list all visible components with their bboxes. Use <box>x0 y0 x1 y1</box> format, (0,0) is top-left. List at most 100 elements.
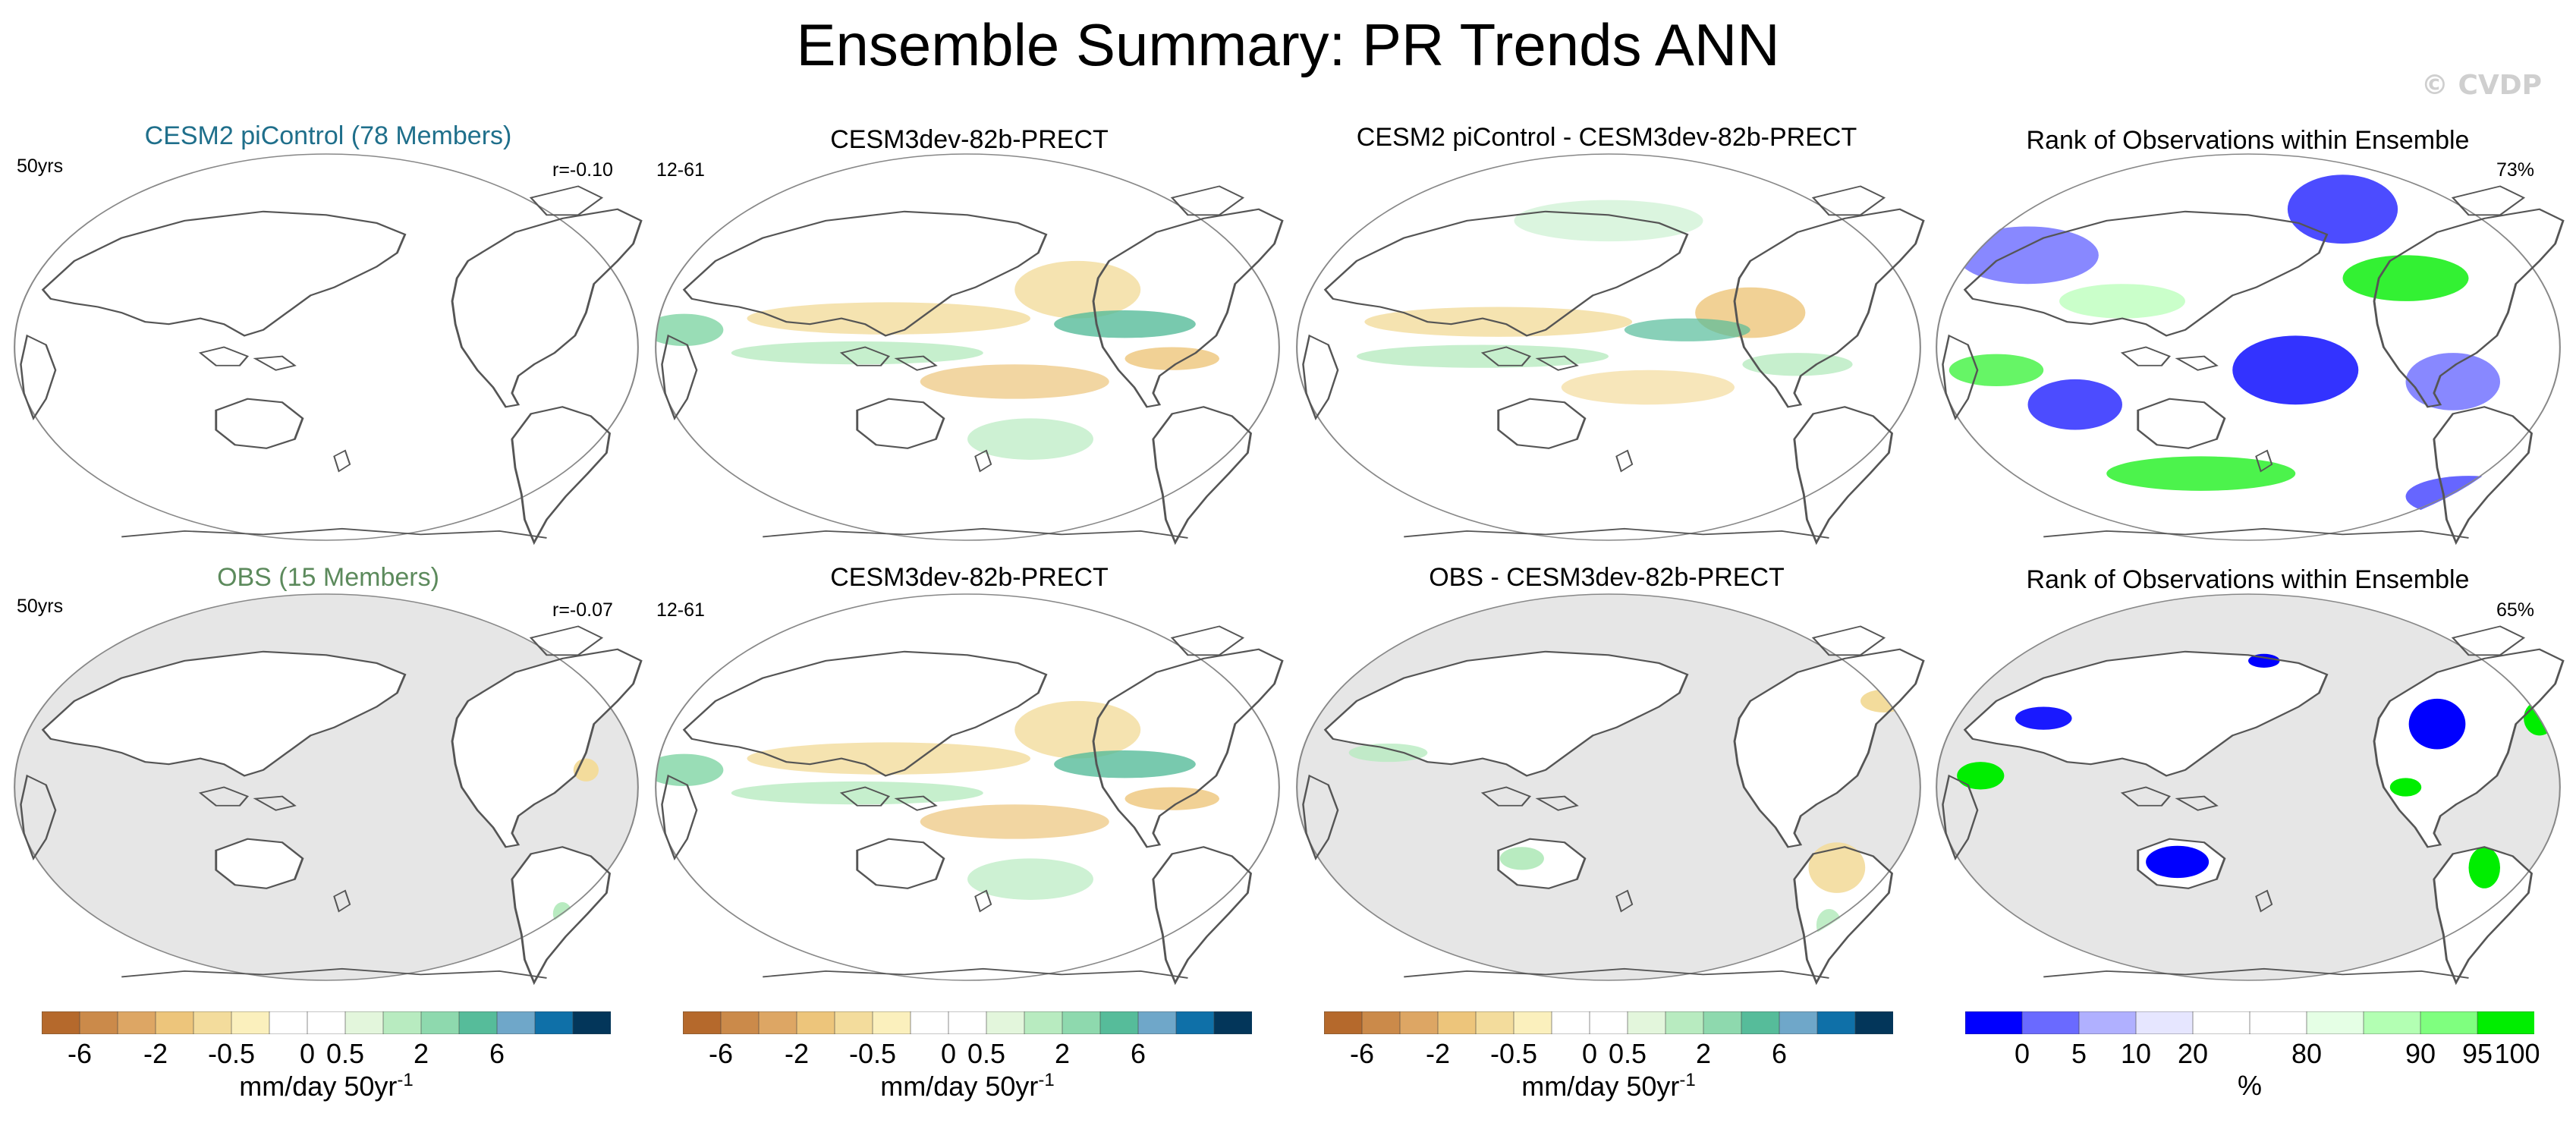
trend-swatch-9 <box>1024 1011 1063 1035</box>
colorbar-trend-3-swatches <box>1323 1011 1894 1035</box>
trend-swatch-2 <box>1399 1011 1439 1035</box>
map-panel-2 <box>655 153 1284 544</box>
trend-swatch-7 <box>1589 1011 1628 1035</box>
trend-swatch-13 <box>1816 1011 1856 1035</box>
trend-swatch-7 <box>307 1011 346 1035</box>
trend-swatch-4 <box>193 1011 232 1035</box>
rank-swatch-5 <box>2249 1011 2307 1035</box>
trend-tick-label: -6 <box>67 1038 93 1069</box>
colorbar-trend-1 <box>41 1011 612 1035</box>
panel-title-3: CESM2 piControl - CESM3dev-82b-PRECT <box>1356 123 1857 152</box>
cvdp-credit: © CVDP <box>2420 70 2542 101</box>
trend-swatch-1 <box>1361 1011 1401 1035</box>
trend-swatch-11 <box>1099 1011 1139 1035</box>
trend-tick-label: -6 <box>1349 1038 1375 1069</box>
panel-left-label-6: 12-61 <box>656 599 705 621</box>
trend-tick-label: -2 <box>1425 1038 1451 1069</box>
rank-tick-label: 100 <box>2494 1038 2540 1069</box>
trend-swatch-2 <box>117 1011 156 1035</box>
trend-tick-label: 2 <box>1054 1038 1071 1069</box>
colorbar-trend-1-ticks: -6 -2 -0.5 0 0.5 2 6 <box>42 1038 611 1071</box>
trend-swatch-12 <box>1779 1011 1818 1035</box>
rank-swatch-9 <box>2477 1011 2535 1035</box>
trend-swatch-0 <box>1323 1011 1363 1035</box>
trend-swatch-12 <box>1137 1011 1177 1035</box>
map-panel-3 <box>1296 153 1925 544</box>
trend-swatch-10 <box>1062 1011 1101 1035</box>
rank-tick-label: 0 <box>2014 1038 2030 1069</box>
panel-left-label-5: 50yrs <box>17 596 64 617</box>
colorbar-trend-2 <box>682 1011 1253 1035</box>
rank-swatch-2 <box>2078 1011 2137 1035</box>
trend-swatch-5 <box>872 1011 911 1035</box>
trend-swatch-6 <box>1551 1011 1590 1035</box>
panel-title-7: OBS - CESM3dev-82b-PRECT <box>1429 563 1785 592</box>
colorbar-rank <box>1964 1011 2535 1035</box>
trend-swatch-11 <box>1741 1011 1780 1035</box>
colorbar-trend-2-swatches <box>682 1011 1253 1035</box>
map-panel-1 <box>14 153 643 544</box>
rank-swatch-0 <box>1964 1011 2023 1035</box>
trend-swatch-10 <box>420 1011 460 1035</box>
panel-title-2: CESM3dev-82b-PRECT <box>830 125 1109 154</box>
trend-tick-label: 0.5 <box>326 1038 365 1069</box>
rank-swatch-8 <box>2420 1011 2478 1035</box>
trend-swatch-3 <box>1437 1011 1477 1035</box>
trend-swatch-5 <box>231 1011 270 1035</box>
trend-swatch-7 <box>948 1011 987 1035</box>
panel-right-label-1: r=-0.10 <box>552 159 613 181</box>
panel-left-label-2: 12-61 <box>656 159 705 181</box>
trend-swatch-14 <box>1854 1011 1894 1035</box>
trend-swatch-11 <box>458 1011 498 1035</box>
colorbar-trend-2-ticks: -6 -2 -0.5 0 0.5 2 6 <box>683 1038 1252 1071</box>
trend-tick-label: -2 <box>143 1038 168 1069</box>
rank-swatch-3 <box>2135 1011 2194 1035</box>
trend-swatch-9 <box>1665 1011 1704 1035</box>
trend-tick-label: 0.5 <box>967 1038 1006 1069</box>
map-panel-8 <box>1936 593 2565 984</box>
trend-tick-label: 2 <box>413 1038 429 1069</box>
panel-title-5: OBS (15 Members) <box>217 563 439 592</box>
panel-right-label-4: 73% <box>2496 159 2535 181</box>
trend-swatch-1 <box>79 1011 118 1035</box>
rank-swatch-1 <box>2021 1011 2080 1035</box>
trend-swatch-3 <box>796 1011 835 1035</box>
trend-swatch-6 <box>910 1011 949 1035</box>
trend-swatch-0 <box>682 1011 722 1035</box>
panel-title-4: Rank of Observations within Ensemble <box>2026 126 2470 155</box>
panel-title-6: CESM3dev-82b-PRECT <box>830 563 1109 592</box>
trend-swatch-14 <box>572 1011 612 1035</box>
panel-title-1: CESM2 piControl (78 Members) <box>144 121 512 150</box>
colorbar-rank-ticks: 0 5 10 20 80 90 95 100 <box>1965 1038 2540 1071</box>
colorbar-trend-3-ticks: -6 -2 -0.5 0 0.5 2 6 <box>1324 1038 1893 1071</box>
panel-right-label-8: 65% <box>2496 599 2535 621</box>
panel-title-8: Rank of Observations within Ensemble <box>2026 565 2470 594</box>
trend-swatch-14 <box>1213 1011 1253 1035</box>
trend-tick-label: -0.5 <box>1489 1038 1538 1069</box>
rank-swatch-4 <box>2192 1011 2250 1035</box>
trend-swatch-4 <box>1475 1011 1514 1035</box>
trend-swatch-13 <box>1175 1011 1215 1035</box>
rank-swatch-7 <box>2363 1011 2421 1035</box>
colorbar-trend-1-units: mm/day 50yr-1 <box>239 1070 414 1102</box>
trend-tick-label: 6 <box>489 1038 505 1069</box>
colorbar-trend-1-swatches <box>41 1011 612 1035</box>
trend-swatch-9 <box>382 1011 422 1035</box>
rank-tick-label: 95 <box>2461 1038 2493 1069</box>
trend-tick-label: 6 <box>1771 1038 1788 1069</box>
trend-tick-label: -6 <box>708 1038 734 1069</box>
trend-tick-label: 0 <box>1581 1038 1598 1069</box>
map-panel-5 <box>14 593 643 984</box>
trend-swatch-6 <box>269 1011 308 1035</box>
trend-swatch-3 <box>155 1011 194 1035</box>
colorbar-trend-3 <box>1323 1011 1894 1035</box>
trend-swatch-8 <box>1627 1011 1666 1035</box>
map-panel-7 <box>1296 593 1925 984</box>
panel-right-label-5: r=-0.07 <box>552 599 613 621</box>
colorbar-rank-units: % <box>2237 1070 2262 1101</box>
trend-swatch-0 <box>41 1011 80 1035</box>
trend-swatch-10 <box>1703 1011 1742 1035</box>
trend-tick-label: 0 <box>940 1038 957 1069</box>
colorbar-trend-2-units: mm/day 50yr-1 <box>880 1070 1055 1102</box>
map-panel-4 <box>1936 153 2565 544</box>
